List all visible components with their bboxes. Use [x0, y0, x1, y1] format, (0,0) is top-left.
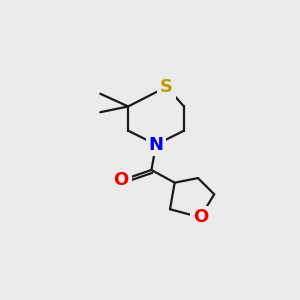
Text: O: O: [114, 171, 129, 189]
Text: N: N: [148, 136, 164, 154]
Text: S: S: [160, 78, 173, 96]
Text: O: O: [193, 208, 208, 226]
